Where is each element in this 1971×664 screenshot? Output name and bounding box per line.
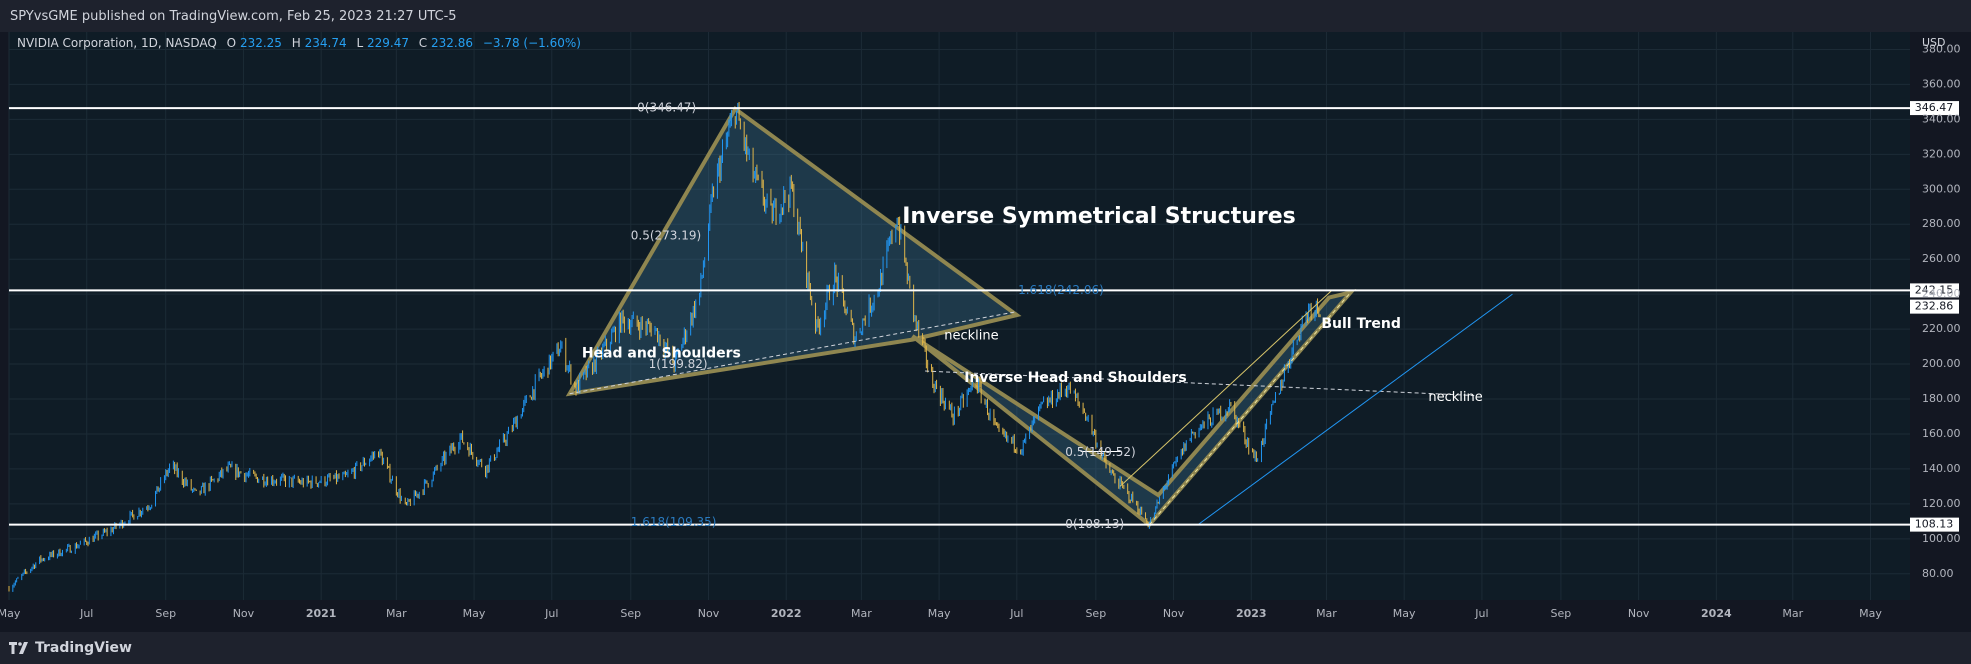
fib-label: 1.618(109.35) — [631, 515, 717, 529]
time-axis[interactable]: May Jul Sep Nov 2021 Mar May Jul Sep Nov 2022 Mar Ma… — [0, 607, 1882, 620]
legend-o-label: O — [227, 36, 236, 50]
y-tick-label: 220.00 — [1922, 322, 1961, 335]
x-tick-label: 2023 — [1236, 607, 1267, 620]
x-tick-label: May — [0, 607, 21, 620]
head-and-shoulders-pattern — [565, 105, 1022, 397]
x-tick-label: May — [1859, 607, 1882, 620]
y-tick-label: 300.00 — [1922, 182, 1961, 195]
price-axis[interactable]: 80.00 100.00 120.00 140.00 160.00 180.00 200.0… — [1922, 42, 1961, 579]
plot-background — [9, 32, 1910, 600]
fib-label: 0(108.13) — [1065, 517, 1124, 531]
horizontal-levels[interactable]: 346.47 242.15 108.13 232.86 — [9, 101, 1959, 532]
y-tick-label: 340.00 — [1922, 112, 1961, 125]
publish-header: SPYvsGME published on TradingView.com, F… — [0, 0, 1971, 32]
tradingview-logo-icon — [9, 642, 28, 654]
legend-c-label: C — [419, 36, 427, 50]
price-tag-346.47 — [1910, 101, 1959, 116]
neckline-label: neckline — [944, 329, 998, 344]
price-tag-label: 346.47 — [1915, 101, 1954, 114]
x-tick-label: Jul — [79, 607, 93, 620]
x-tick-label: Mar — [1782, 607, 1803, 620]
y-tick-label: 140.00 — [1922, 462, 1961, 475]
tradingview-logo[interactable]: TradingView — [9, 640, 132, 656]
svg-text:NVIDIA Corporation, 1D, NASDAQ: NVIDIA Corporation, 1D, NASDAQ O 232.25 … — [17, 36, 581, 50]
x-tick-label: May — [928, 607, 951, 620]
price-tag-label: 242.15 — [1915, 283, 1954, 296]
x-tick-label: Nov — [233, 607, 255, 620]
branding-footer: TradingView — [0, 632, 1971, 664]
legend-l-label: L — [356, 36, 363, 50]
legend-o-value: 232.25 — [240, 36, 282, 50]
x-tick-label: Nov — [1628, 607, 1650, 620]
legend-change: −3.78 (−1.60%) — [483, 36, 581, 50]
x-tick-label: Sep — [620, 607, 641, 620]
x-tick-label: Jul — [544, 607, 558, 620]
y-tick-label: 160.00 — [1922, 427, 1961, 440]
y-tick-label: 360.00 — [1922, 77, 1961, 90]
publish-text: SPYvsGME published on TradingView.com, F… — [10, 8, 457, 24]
neckline-label: neckline — [1428, 390, 1482, 405]
y-tick-label: 200.00 — [1922, 357, 1961, 370]
x-tick-label: Mar — [1316, 607, 1337, 620]
chart-labels: 0(346.47) 0.5(273.19) 1(199.82) 1.618(109.3… — [582, 101, 1483, 532]
fib-label: 0.5(149.52) — [1065, 445, 1135, 459]
legend-symbol: NVIDIA Corporation, 1D, NASDAQ — [17, 36, 217, 50]
inverse-head-and-shoulders-pattern — [911, 289, 1357, 528]
x-tick-label: Jul — [1474, 607, 1488, 620]
x-tick-label: Mar — [386, 607, 407, 620]
price-tag-108.13 — [1910, 517, 1959, 532]
neckline-ihs — [925, 370, 1475, 397]
x-tick-label: 2022 — [771, 607, 802, 620]
price-tag-242.15 — [1910, 283, 1959, 298]
x-tick-label: Sep — [155, 607, 176, 620]
bull-channel-upper — [1119, 290, 1332, 487]
y-tick-label: 380.00 — [1922, 42, 1961, 55]
price-candles — [8, 102, 1321, 592]
chart-patterns — [565, 105, 1357, 528]
tradingview-brand: TradingView — [35, 640, 132, 656]
x-tick-label: Nov — [698, 607, 720, 620]
x-tick-label: May — [1393, 607, 1416, 620]
x-tick-label: Mar — [851, 607, 872, 620]
neckline-hs — [569, 311, 1017, 395]
ohlc-legend: NVIDIA Corporation, 1D, NASDAQ O 232.25 … — [17, 36, 581, 50]
last-price-tag — [1910, 299, 1959, 314]
bull-trend-support — [1148, 292, 1352, 526]
chart-title: Inverse Symmetrical Structures — [902, 204, 1296, 229]
chart-area[interactable]: 346.47 242.15 108.13 232.86 0(346.47) 0.5(27… — [0, 32, 1971, 632]
last-price-label: 232.86 — [1915, 300, 1954, 313]
x-tick-label: 2024 — [1701, 607, 1732, 620]
y-tick-label: 280.00 — [1922, 217, 1961, 230]
y-tick-label: 120.00 — [1922, 497, 1961, 510]
price-tag-label: 108.13 — [1915, 518, 1954, 531]
x-tick-label: Jul — [1009, 607, 1023, 620]
y-tick-label: 180.00 — [1922, 392, 1961, 405]
x-tick-label: Sep — [1551, 607, 1572, 620]
x-tick-label: Nov — [1163, 607, 1185, 620]
x-tick-label: May — [463, 607, 486, 620]
y-tick-label: 320.00 — [1922, 147, 1961, 160]
pattern-lines — [569, 290, 1513, 526]
x-tick-label: Sep — [1085, 607, 1106, 620]
pattern-label: Inverse Head and Shoulders — [964, 370, 1186, 386]
currency-label: USD — [1922, 36, 1946, 49]
y-tick-label: 240.00 — [1922, 287, 1961, 300]
x-tick-label: 2021 — [306, 607, 337, 620]
fib-label: 0.5(273.19) — [631, 229, 701, 243]
legend-c-value: 232.86 — [431, 36, 473, 50]
legend-h-label: H — [292, 36, 301, 50]
pattern-label: Head and Shoulders — [582, 346, 741, 362]
y-tick-label: 100.00 — [1922, 532, 1961, 545]
bull-channel-blue — [1197, 293, 1513, 526]
y-tick-label: 80.00 — [1922, 567, 1954, 580]
legend-h-value: 234.74 — [305, 36, 347, 50]
y-tick-label: 260.00 — [1922, 252, 1961, 265]
fib-label: 1.618(242.06) — [1018, 283, 1104, 297]
legend-l-value: 229.47 — [367, 36, 409, 50]
fib-label: 0(346.47) — [637, 101, 696, 115]
fib-label: 1(199.82) — [649, 357, 708, 371]
pattern-label: Bull Trend — [1321, 316, 1401, 332]
